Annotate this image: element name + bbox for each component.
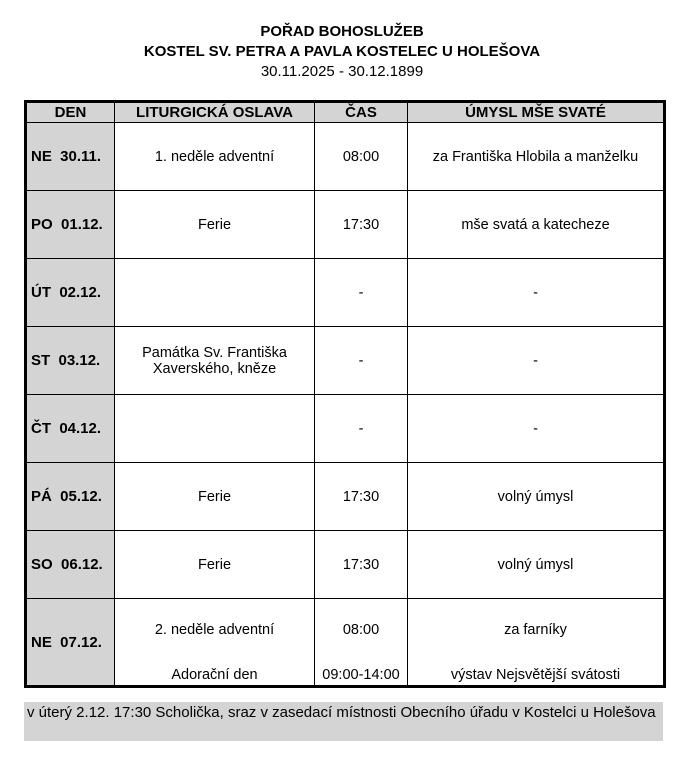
time-text: 08:00: [342, 622, 380, 638]
column-header-day: DEN: [25, 101, 115, 123]
celebration-cell: Ferie: [114, 462, 315, 531]
schedule-table: DEN LITURGICKÁ OSLAVA ČAS ÚMYSL MŠE SVAT…: [24, 100, 666, 688]
day-cell: ČT 04.12.: [25, 394, 115, 463]
page-title: POŘAD BOHOSLUŽEB: [260, 23, 424, 40]
table-row: NE 30.11. 1. neděle adventní 08:00 za Frant…: [25, 122, 665, 191]
celebration-cell: Ferie: [114, 530, 315, 599]
celebration-cell: [114, 394, 315, 463]
date-range: 30.11.2025 - 30.12.1899: [260, 63, 424, 80]
day-cell: PÁ 05.12.: [25, 462, 115, 531]
intention-cell: za farníky výstav Nejsvětější svátosti: [407, 598, 665, 687]
celebration-cell: Památka Sv. Františka Xaverského, kněze: [114, 326, 315, 395]
time-text-2: 09:00-14:00: [322, 667, 400, 683]
day-cell: PO 01.12.: [25, 190, 115, 259]
time-cell: -: [314, 394, 408, 463]
intention-cell: mše svatá a katecheze: [407, 190, 665, 259]
day-cell: NE 07.12.: [25, 598, 115, 687]
time-cell: 17:30: [314, 462, 408, 531]
announcement-note: v úterý 2.12. 17:30 Scholička, sraz v za…: [24, 702, 663, 741]
celebration-cell: Ferie: [114, 190, 315, 259]
intention-cell: volný úmysl: [407, 462, 665, 531]
intention-text: za farníky: [504, 622, 567, 638]
column-header-celebration: LITURGICKÁ OSLAVA: [114, 101, 315, 123]
intention-cell: -: [407, 394, 665, 463]
day-cell: SO 06.12.: [25, 530, 115, 599]
table-row: ÚT 02.12. - -: [25, 258, 665, 327]
day-cell: ST 03.12.: [25, 326, 115, 395]
celebration-cell: 1. neděle adventní: [114, 122, 315, 191]
table-row: PÁ 05.12. Ferie 17:30 volný úmysl: [25, 462, 665, 531]
time-cell: -: [314, 258, 408, 327]
celebration-text-2: Adorační den: [171, 667, 258, 683]
celebration-cell: 2. neděle adventní Adorační den: [114, 598, 315, 687]
time-cell: 17:30: [314, 530, 408, 599]
table-row: ST 03.12. Památka Sv. Františka Xaverskéh…: [25, 326, 665, 395]
intention-cell: -: [407, 258, 665, 327]
day-cell: NE 30.11.: [25, 122, 115, 191]
intention-cell: za Františka Hlobila a manželku: [407, 122, 665, 191]
column-header-intention: ÚMYSL MŠE SVATÉ: [407, 101, 665, 123]
time-cell: 17:30: [314, 190, 408, 259]
intention-text-2: výstav Nejsvětější svátosti: [450, 667, 621, 683]
table-row: NE 07.12. 2. neděle adventní Adorační den…: [25, 598, 665, 687]
time-cell: 08:00: [314, 122, 408, 191]
celebration-cell: [114, 258, 315, 327]
table-row: ČT 04.12. - -: [25, 394, 665, 463]
table-row: PO 01.12. Ferie 17:30 mše svatá a katecheze: [25, 190, 665, 259]
table-row: SO 06.12. Ferie 17:30 volný úmysl: [25, 530, 665, 599]
column-header-time: ČAS: [314, 101, 408, 123]
day-cell: ÚT 02.12.: [25, 258, 115, 327]
time-cell: 08:00 09:00-14:00: [314, 598, 408, 687]
intention-cell: volný úmysl: [407, 530, 665, 599]
celebration-text: 2. neděle adventní: [154, 622, 275, 638]
church-name: KOSTEL SV. PETRA A PAVLA KOSTELEC U HOLE…: [143, 43, 541, 60]
intention-cell: -: [407, 326, 665, 395]
time-cell: -: [314, 326, 408, 395]
